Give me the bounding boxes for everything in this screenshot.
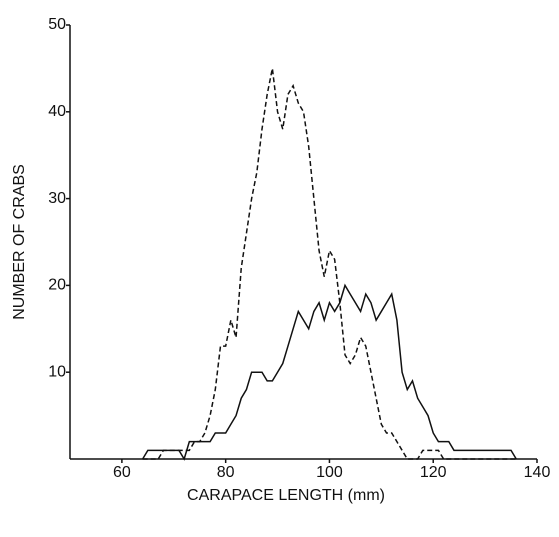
- y-tick-label: 30: [48, 190, 66, 207]
- x-tick-label: 100: [316, 464, 343, 481]
- series-line: [142, 283, 517, 461]
- y-tick-label: 40: [48, 103, 66, 120]
- y-tick-label: 50: [48, 16, 66, 33]
- series-line: [142, 68, 517, 460]
- y-axis-label: NUMBER OF CRABS: [11, 164, 28, 320]
- x-tick-label: 60: [113, 464, 131, 481]
- y-tick-label: 20: [48, 277, 66, 294]
- x-tick-label: 140: [524, 464, 551, 481]
- x-tick-label: 120: [420, 464, 447, 481]
- x-axis-label: CARAPACE LENGTH (mm): [187, 487, 385, 504]
- y-tick-label: 10: [48, 363, 66, 380]
- x-tick-label: 80: [217, 464, 235, 481]
